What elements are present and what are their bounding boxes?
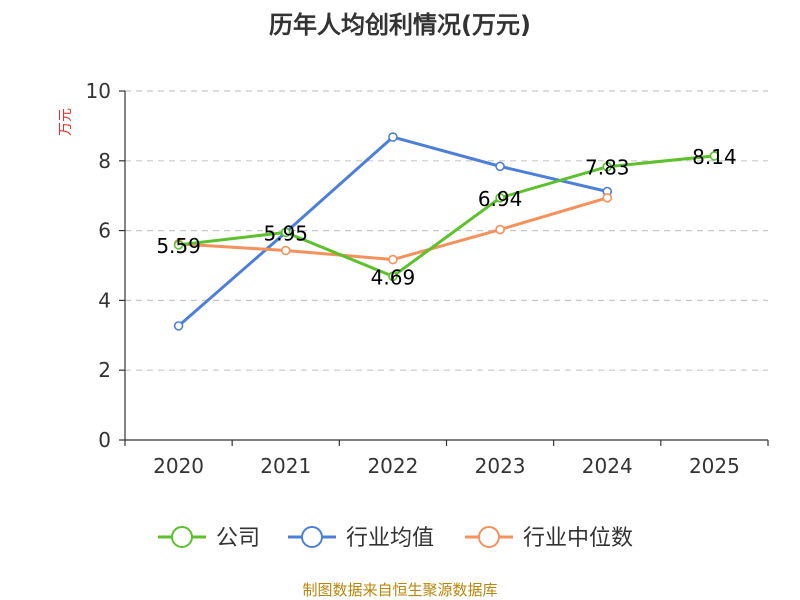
legend-label: 行业均值 <box>346 526 434 551</box>
series-point <box>173 321 184 331</box>
series-point <box>495 224 505 235</box>
series-point <box>709 151 720 161</box>
x-tick-label: 2020 <box>153 454 204 478</box>
series-group <box>173 132 720 331</box>
legend-marker <box>171 526 193 548</box>
data-label: 5.59 <box>156 234 201 258</box>
chart-title: 历年人均创利情况(万元) <box>269 11 531 39</box>
data-label: 8.14 <box>692 145 737 169</box>
data-labels: 5.59 5.95 4.69 6.94 7.83 8.14 <box>156 145 736 289</box>
y-tick-labels: 0 2 4 6 8 10 <box>86 79 111 452</box>
y-tick-label: 0 <box>98 428 111 452</box>
y-tick-label: 2 <box>98 358 111 382</box>
grid-lines <box>125 90 768 371</box>
y-tick-label: 8 <box>98 149 111 173</box>
x-tick-label: 2021 <box>260 454 311 478</box>
legend-marker <box>301 526 323 548</box>
series-point <box>388 132 398 142</box>
series-point <box>388 271 398 282</box>
legend: 公司 行业均值 行业中位数 <box>158 526 633 551</box>
x-tick-labels: 2020 2021 2022 2023 2024 2025 <box>153 454 740 478</box>
series-line <box>178 196 608 262</box>
series-point <box>602 192 613 203</box>
x-tick-label: 2025 <box>689 454 740 478</box>
series-point <box>280 227 291 238</box>
y-tick-label: 4 <box>98 288 111 312</box>
data-label: 7.83 <box>585 156 630 180</box>
x-tick-label: 2022 <box>367 454 418 478</box>
y-axis-label: 万元 <box>58 108 74 136</box>
y-tick-label: 10 <box>86 79 111 103</box>
data-label: 6.94 <box>478 187 523 211</box>
series-line <box>177 135 608 328</box>
axes <box>119 90 769 446</box>
x-tick-label: 2023 <box>475 454 526 478</box>
series-point <box>280 245 291 256</box>
series-point <box>173 240 184 250</box>
data-label: 5.95 <box>263 221 308 245</box>
series-point <box>602 161 613 172</box>
x-tick-label: 2024 <box>582 454 633 478</box>
legend-label: 公司 <box>216 526 260 551</box>
legend-marker <box>478 526 500 548</box>
series-line <box>178 154 715 278</box>
legend-label: 行业中位数 <box>523 526 633 551</box>
y-tick-label: 6 <box>98 219 111 243</box>
series-point <box>388 254 398 265</box>
data-label: 4.69 <box>371 265 416 289</box>
series-point <box>495 192 505 203</box>
series-point <box>495 161 505 172</box>
source-note: 制图数据来自恒生聚源数据库 <box>302 581 497 599</box>
